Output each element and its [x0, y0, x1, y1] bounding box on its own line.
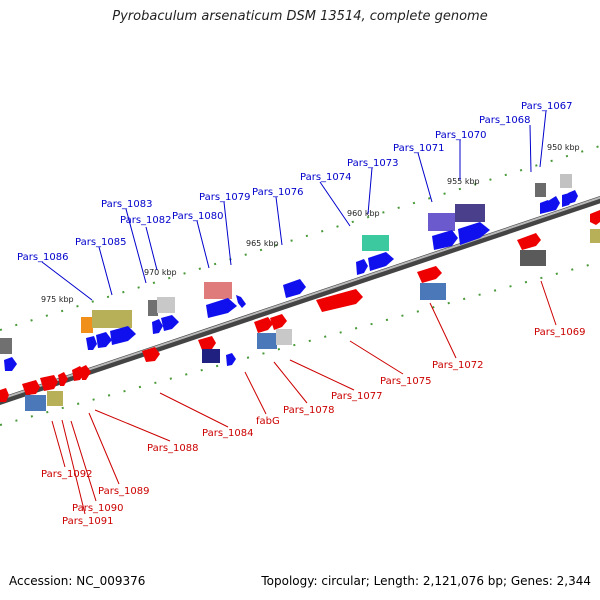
bottom-gene-labels: Pars_1069 Pars_1072 Pars_1075 Pars_1077 …	[41, 327, 585, 527]
gene-label-pars-1070: Pars_1070	[435, 130, 486, 141]
gene-label-pars-1079: Pars_1079	[199, 192, 250, 203]
reverse-gene-arrows	[0, 210, 600, 402]
gene-box-fabg	[202, 349, 220, 363]
gene-box-1070	[455, 204, 485, 222]
gene-label-pars-1077: Pars_1077	[331, 391, 382, 402]
bottom-leader-lines	[51, 280, 557, 515]
gene-box-1082	[148, 300, 158, 316]
gene-box-1085	[81, 317, 93, 333]
gene-box-1078	[257, 333, 277, 349]
gene-label-pars-1074: Pars_1074	[300, 172, 351, 183]
gene-label-pars-1072: Pars_1072	[432, 360, 483, 371]
gene-label-pars-1071: Pars_1071	[393, 143, 444, 154]
gene-label-pars-1067: Pars_1067	[521, 101, 572, 112]
gene-label-pars-1078: Pars_1078	[283, 405, 334, 416]
gene-label-pars-1069: Pars_1069	[534, 327, 585, 338]
kbp-label-960: 960 kbp	[347, 209, 380, 218]
kbp-label-950: 950 kbp	[547, 143, 580, 152]
kbp-label-970: 970 kbp	[144, 268, 177, 277]
gene-box-1074	[362, 235, 389, 251]
gene-label-fabg: fabG	[256, 416, 280, 427]
gene-label-pars-1090: Pars_1090	[72, 503, 123, 514]
gene-box-edge	[0, 338, 12, 354]
gene-box-1083	[157, 297, 175, 313]
kbp-label-965: 965 kbp	[246, 239, 279, 248]
gene-label-pars-1085: Pars_1085	[75, 237, 126, 248]
gene-box-1068	[560, 174, 572, 188]
gene-box-1092	[25, 395, 46, 411]
gene-label-pars-1080: Pars_1080	[172, 211, 223, 222]
gene-label-pars-1084: Pars_1084	[202, 428, 253, 439]
forward-gene-arrows	[4, 190, 578, 371]
kbp-label-975: 975 kbp	[41, 295, 74, 304]
lower-feature-boxes	[25, 229, 600, 411]
gene-label-pars-1068: Pars_1068	[479, 115, 530, 126]
gene-box-1072	[420, 283, 446, 300]
kbp-tick-labels: 950 kbp 955 kbp 960 kbp 965 kbp 970 kbp …	[41, 143, 580, 304]
gene-box-1077	[276, 329, 292, 345]
gene-label-pars-1091: Pars_1091	[62, 516, 113, 527]
gene-label-pars-1092: Pars_1092	[41, 469, 92, 480]
top-leader-lines	[41, 110, 547, 301]
upper-feature-boxes	[0, 174, 572, 354]
kbp-label-955: 955 kbp	[447, 177, 480, 186]
gene-label-pars-1082: Pars_1082	[120, 215, 171, 226]
gene-label-pars-1075: Pars_1075	[380, 376, 431, 387]
gene-box-1071	[428, 213, 455, 231]
gene-label-pars-1083: Pars_1083	[101, 199, 152, 210]
gene-label-pars-1073: Pars_1073	[347, 158, 398, 169]
genome-summary-text: Topology: circular; Length: 2,121,076 bp…	[261, 574, 591, 588]
gene-box-1080	[204, 282, 232, 299]
map-title: Pyrobaculum arsenaticum DSM 13514, compl…	[112, 9, 488, 24]
gene-label-pars-1086: Pars_1086	[17, 252, 68, 263]
genome-backbone	[0, 195, 600, 406]
gene-box-1067	[535, 183, 546, 197]
gene-label-pars-1088: Pars_1088	[147, 443, 198, 454]
gene-label-pars-1089: Pars_1089	[98, 486, 149, 497]
gene-box-1069	[520, 250, 546, 266]
gene-box-1090	[47, 391, 63, 406]
accession-text: Accession: NC_009376	[9, 574, 146, 588]
top-gene-labels: Pars_1067 Pars_1068 Pars_1070 Pars_1071 …	[17, 101, 572, 263]
gene-label-pars-1076: Pars_1076	[252, 187, 303, 198]
gene-box-1085b	[92, 310, 132, 328]
gene-box-edge2	[590, 229, 600, 243]
